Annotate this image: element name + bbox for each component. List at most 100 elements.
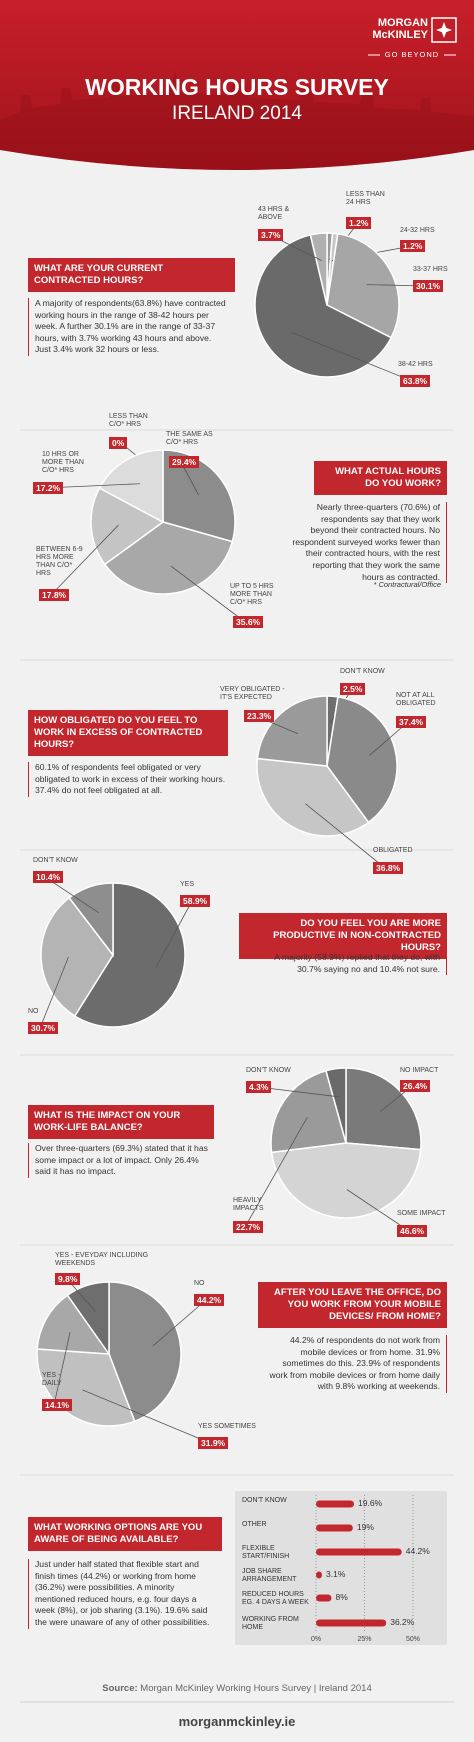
footnote: * Contractural/Office [373, 580, 441, 589]
category-label: LESS THAN C/O* HRS [109, 413, 148, 429]
bar [316, 1571, 323, 1579]
logo-name: MORGAN McKINLEY [372, 17, 428, 42]
header-band [0, 0, 474, 170]
pie-slice [40, 896, 114, 1018]
description: Nearly three-quarters (70.6%) of respond… [285, 502, 447, 584]
leader-line [291, 332, 413, 382]
category-label: YES SOMETIMES [198, 1423, 256, 1430]
logo-tagline: GO BEYOND [384, 50, 440, 59]
category-label: THE SAME AS C/O* HRS [166, 431, 213, 447]
subtitle: IRELAND 2014 [172, 103, 302, 124]
bar-category: DON'T KNOW [242, 1497, 287, 1504]
pie-slice [103, 521, 234, 595]
category-label: NOT AT ALL OBLIGATED [396, 692, 436, 708]
leader-line [152, 1299, 207, 1347]
source: Source: Morgan McKinley Working Hours Su… [0, 1683, 474, 1694]
value-label: 22.7% [233, 1221, 264, 1233]
source-label: Source: [102, 1683, 138, 1694]
description: Just under half stated that flexible sta… [28, 1559, 222, 1629]
leader-line [305, 803, 386, 869]
value-label: 63.8% [400, 375, 431, 387]
pie-slice [309, 232, 328, 306]
pie-slice [73, 882, 186, 1028]
bar-value: 19% [356, 1522, 374, 1532]
source-text: Morgan McKinley Working Hours Survey | I… [140, 1683, 372, 1694]
category-label: DON'T KNOW [340, 668, 385, 675]
value-label: 30.1% [413, 280, 444, 292]
bar-value: 36.2% [390, 1617, 415, 1627]
question: WHAT IS THE IMPACT ON YOUR WORK-LIFE BAL… [28, 1105, 214, 1139]
pie-slice [254, 234, 393, 378]
category-label: VERY OBLIGATED - IT'S EXPECTED [220, 686, 285, 702]
leader-line [244, 1117, 308, 1228]
value-label: 9.8% [55, 1273, 81, 1285]
pie-slice [270, 1142, 422, 1219]
pie-slice [256, 757, 370, 837]
pie-slice [36, 1294, 111, 1355]
leader-line [155, 900, 193, 968]
bar-value: 44.2% [405, 1546, 430, 1556]
leader-line [39, 956, 69, 1029]
website: morganmckinley.ie [178, 1714, 296, 1729]
x-tick-label: 50% [405, 1636, 420, 1643]
pie-slice [326, 232, 400, 339]
value-label: 17.2% [33, 482, 64, 494]
category-label: NO IMPACT [400, 1067, 439, 1074]
leader-line [53, 1332, 71, 1406]
value-label: 23.3% [244, 710, 275, 722]
category-label: 10 HRS OR MORE THAN C/O* HRS [42, 451, 84, 475]
question: WHAT ACTUAL HOURS DO YOU WORK? [314, 461, 447, 495]
question: WHAT ARE YOUR CURRENT CONTRACTED HOURS? [28, 258, 235, 292]
pie-slice [162, 449, 236, 543]
pie-slice [108, 1281, 182, 1423]
bar [316, 1548, 402, 1556]
pie-slice [68, 882, 114, 958]
pie-slice [325, 1067, 347, 1144]
category-label: HEAVILY IMPACTS [233, 1197, 264, 1213]
bar [316, 1500, 355, 1508]
bar-panel [235, 1491, 447, 1645]
leader-line [346, 1189, 410, 1232]
category-label: DON'T KNOW [33, 857, 78, 864]
description: A majority (58.9%) replied that they do,… [255, 952, 447, 976]
value-label: 4.3% [246, 1081, 272, 1093]
pie-slice [90, 487, 165, 566]
value-label: 36.8% [373, 862, 404, 874]
logo-icon [431, 17, 457, 43]
category-label: 33-37 HRS [413, 266, 448, 273]
category-label: LESS THAN 24 HRS [346, 191, 385, 207]
value-label: 31.9% [198, 1437, 229, 1449]
bar-value: 19.6% [358, 1498, 383, 1508]
description: A majority of respondents(63.8%) have co… [28, 298, 235, 356]
bar-category: JOB SHARE ARRANGEMENT [242, 1568, 297, 1583]
leader-line [82, 1389, 211, 1444]
category-label: YES - EVEYDAY INCLUDING WEEKENDS [55, 1252, 149, 1268]
description: Over three-quarters (69.3%) stated that … [28, 1143, 220, 1178]
category-label: YES - DAILY [42, 1372, 62, 1388]
bar-value: 8% [335, 1592, 348, 1602]
value-label: 1.2% [346, 217, 372, 229]
bar [316, 1524, 353, 1532]
logo-star [436, 22, 452, 38]
x-tick-label: 25% [357, 1636, 372, 1643]
value-label: 35.6% [233, 616, 264, 628]
value-label: 46.6% [397, 1225, 428, 1237]
value-label: 0% [109, 437, 128, 449]
value-label: 17.8% [39, 589, 70, 601]
category-label: YES [180, 881, 195, 888]
value-label: 14.1% [42, 1399, 73, 1411]
bar-category: OTHER [242, 1521, 267, 1528]
value-label: 10.4% [33, 871, 64, 883]
value-label: 58.9% [180, 895, 211, 907]
bar-value: 3.1% [326, 1569, 346, 1579]
leader-line [50, 524, 119, 596]
skyline [0, 70, 474, 170]
bar-category: FLEXIBLE START/FINISH [242, 1545, 290, 1560]
category-label: OBLIGATED [373, 847, 413, 854]
description: 44.2% of respondents do not work from mo… [262, 1335, 447, 1393]
value-label: 44.2% [194, 1294, 225, 1306]
category-label: SOME IMPACT [397, 1210, 446, 1217]
value-label: 3.7% [258, 229, 284, 241]
